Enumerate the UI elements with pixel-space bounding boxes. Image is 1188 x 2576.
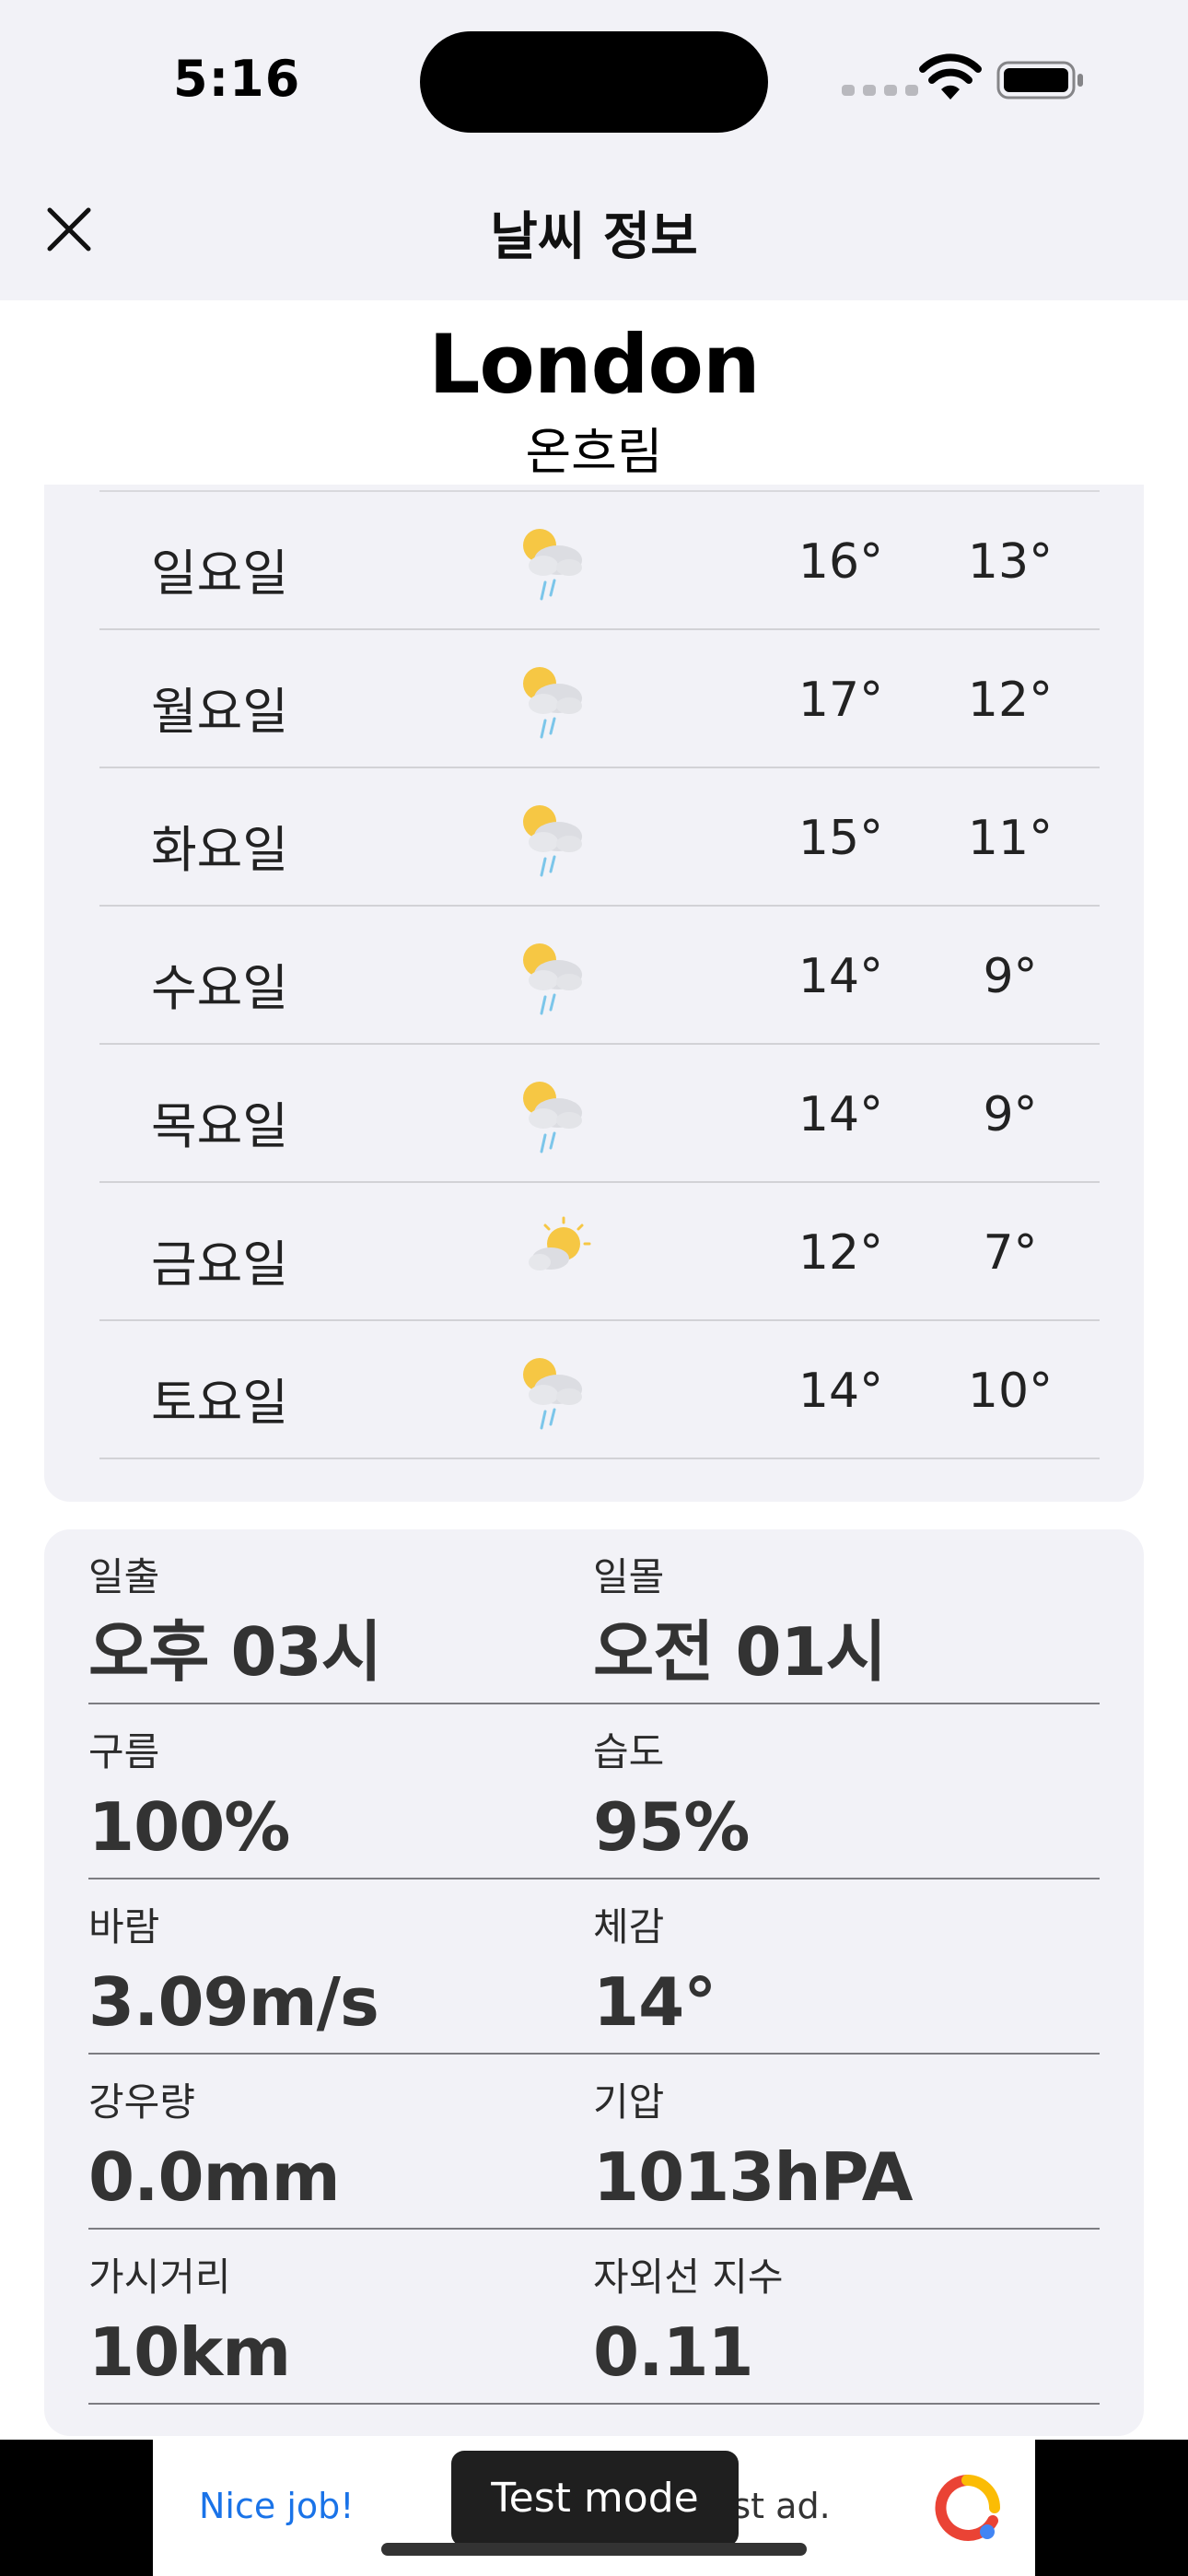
- detail-uv-index: 자외선 지수 0.11: [593, 2254, 784, 2394]
- sun-cloud-rain-icon: [521, 1356, 584, 1430]
- ad-logo-icon[interactable]: [932, 2473, 1002, 2543]
- detail-value: 3.09m/s: [88, 1963, 379, 2041]
- detail-label: 자외선 지수: [593, 2254, 784, 2300]
- detail-sunset: 일몰 오전 01시: [593, 1553, 887, 1693]
- test-mode-badge: Test mode: [451, 2451, 739, 2547]
- divider: [99, 490, 1100, 492]
- detail-label: 구름: [88, 1729, 160, 1774]
- detail-visibility: 가시거리 10km: [88, 2254, 291, 2394]
- detail-value: 14°: [593, 1963, 716, 2041]
- detail-value: 오후 03시: [88, 1613, 382, 1691]
- details-row: 구름 100% 습도 95%: [88, 1704, 1144, 1879]
- forecast-row: 토요일 14° 10°: [99, 1321, 1100, 1459]
- detail-label: 일출: [88, 1554, 160, 1599]
- forecast-low: 13°: [967, 534, 1054, 590]
- detail-value: 0.11: [593, 2313, 754, 2391]
- detail-feels-like: 체감 14°: [593, 1903, 716, 2043]
- divider: [88, 2403, 1100, 2405]
- forecast-low: 9°: [983, 1087, 1038, 1142]
- forecast-day: 토요일: [151, 1374, 289, 1432]
- forecast-row: 화요일 15° 11°: [99, 768, 1100, 907]
- forecast-high: 17°: [798, 673, 884, 728]
- status-time: 5:16: [173, 50, 301, 108]
- detail-label: 일몰: [593, 1554, 665, 1599]
- sun-cloud-rain-icon: [521, 803, 584, 877]
- forecast-low: 10°: [967, 1364, 1054, 1419]
- details-row: 일출 오후 03시 일몰 오전 01시: [88, 1529, 1144, 1704]
- divider: [88, 1878, 1100, 1879]
- forecast-high: 14°: [798, 1364, 884, 1419]
- detail-label: 바람: [88, 1904, 160, 1950]
- detail-value: 95%: [593, 1788, 750, 1866]
- page-title: 날씨 정보: [490, 207, 698, 267]
- detail-label: 강우량: [88, 2079, 195, 2125]
- forecast-day: 수요일: [151, 959, 289, 1017]
- details-row: 강우량 0.0mm 기압 1013hPA: [88, 2055, 1144, 2230]
- forecast-row: 수요일 14° 9°: [99, 907, 1100, 1045]
- detail-pressure: 기압 1013hPA: [593, 2078, 914, 2219]
- weather-description: 온흐림: [525, 423, 663, 481]
- detail-value: 오전 01시: [593, 1613, 887, 1691]
- city-name: London: [428, 317, 760, 412]
- ad-headline[interactable]: Nice job!: [199, 2486, 355, 2526]
- detail-humidity: 습도 95%: [593, 1728, 750, 1868]
- forecast-row: 월요일 17° 12°: [99, 630, 1100, 768]
- cellular-signal-icon: [842, 85, 918, 96]
- wifi-icon: [919, 53, 982, 100]
- forecast-row: 일요일 16° 13°: [99, 492, 1100, 630]
- divider: [88, 1703, 1100, 1704]
- forecast-day: 화요일: [151, 821, 289, 879]
- close-button[interactable]: [41, 201, 98, 258]
- divider: [88, 2053, 1100, 2055]
- details-row: 가시거리 10km 자외선 지수 0.11: [88, 2230, 1144, 2405]
- detail-label: 체감: [593, 1904, 665, 1950]
- forecast-day: 목요일: [151, 1097, 289, 1155]
- forecast-high: 14°: [798, 949, 884, 1004]
- detail-label: 기압: [593, 2079, 665, 2125]
- forecast-low: 7°: [983, 1225, 1038, 1281]
- detail-label: 가시거리: [88, 2254, 231, 2300]
- details-row: 바람 3.09m/s 체감 14°: [88, 1879, 1144, 2055]
- sun-cloud-rain-icon: [521, 665, 584, 739]
- forecast-day: 월요일: [151, 683, 289, 741]
- detail-sunrise: 일출 오후 03시: [88, 1553, 382, 1693]
- forecast-row: 금요일 12° 7°: [99, 1183, 1100, 1321]
- divider: [88, 2228, 1100, 2230]
- sun-cloud-rain-icon: [521, 527, 584, 601]
- detail-value: 100%: [88, 1788, 290, 1866]
- detail-clouds: 구름 100%: [88, 1728, 290, 1868]
- weather-details-card: 일출 오후 03시 일몰 오전 01시 구름 100% 습도 95% 바람: [44, 1529, 1144, 2436]
- sun-cloud-rain-icon: [521, 1080, 584, 1153]
- home-indicator[interactable]: [381, 2543, 807, 2556]
- detail-wind: 바람 3.09m/s: [88, 1903, 379, 2043]
- detail-value: 10km: [88, 2313, 291, 2391]
- detail-rainfall: 강우량 0.0mm: [88, 2078, 341, 2219]
- forecast-low: 9°: [983, 949, 1038, 1004]
- sun-behind-cloud-icon: [529, 1216, 591, 1270]
- forecast-low: 12°: [967, 673, 1054, 728]
- detail-value: 1013hPA: [593, 2138, 914, 2216]
- daily-forecast-card[interactable]: 일요일 16° 13° 월요일 17° 12° 화요일 15° 11° 수요일 …: [44, 485, 1144, 1502]
- forecast-day: 일요일: [151, 544, 289, 603]
- detail-label: 습도: [593, 1729, 665, 1774]
- forecast-low: 11°: [967, 811, 1054, 866]
- close-icon: [47, 207, 91, 252]
- header-area: 5:16 날씨 정보: [0, 0, 1188, 300]
- forecast-high: 15°: [798, 811, 884, 866]
- sun-cloud-rain-icon: [521, 942, 584, 1015]
- forecast-day: 금요일: [151, 1235, 289, 1294]
- forecast-high: 16°: [798, 534, 884, 590]
- dynamic-island: [420, 31, 768, 133]
- detail-value: 0.0mm: [88, 2138, 341, 2216]
- forecast-high: 12°: [798, 1225, 884, 1281]
- forecast-high: 14°: [798, 1087, 884, 1142]
- battery-icon: [996, 61, 1083, 100]
- forecast-row: 목요일 14° 9°: [99, 1045, 1100, 1183]
